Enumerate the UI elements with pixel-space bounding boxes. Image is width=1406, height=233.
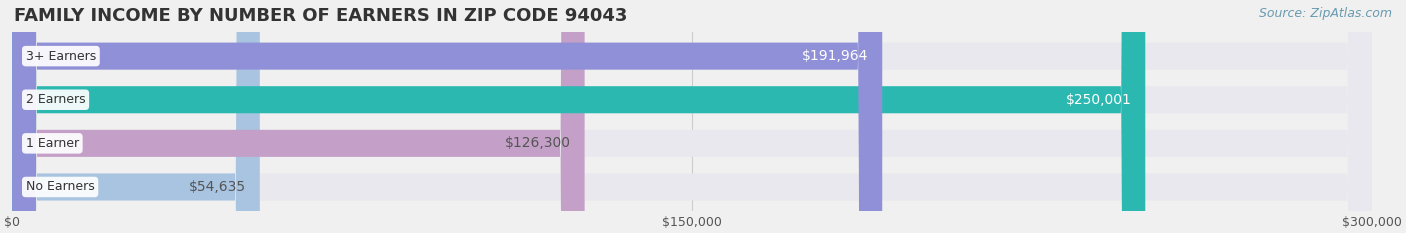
FancyBboxPatch shape <box>13 0 1372 233</box>
FancyBboxPatch shape <box>13 0 260 233</box>
FancyBboxPatch shape <box>13 0 1372 233</box>
FancyBboxPatch shape <box>13 0 1372 233</box>
Text: 3+ Earners: 3+ Earners <box>25 50 96 63</box>
Text: FAMILY INCOME BY NUMBER OF EARNERS IN ZIP CODE 94043: FAMILY INCOME BY NUMBER OF EARNERS IN ZI… <box>14 7 627 25</box>
Text: No Earners: No Earners <box>25 181 94 193</box>
Text: $126,300: $126,300 <box>505 136 571 150</box>
FancyBboxPatch shape <box>13 0 1146 233</box>
FancyBboxPatch shape <box>13 0 585 233</box>
Text: $191,964: $191,964 <box>803 49 869 63</box>
FancyBboxPatch shape <box>13 0 882 233</box>
FancyBboxPatch shape <box>13 0 1372 233</box>
Text: $250,001: $250,001 <box>1066 93 1132 107</box>
Text: $54,635: $54,635 <box>188 180 246 194</box>
Text: Source: ZipAtlas.com: Source: ZipAtlas.com <box>1258 7 1392 20</box>
Text: 2 Earners: 2 Earners <box>25 93 86 106</box>
Text: 1 Earner: 1 Earner <box>25 137 79 150</box>
